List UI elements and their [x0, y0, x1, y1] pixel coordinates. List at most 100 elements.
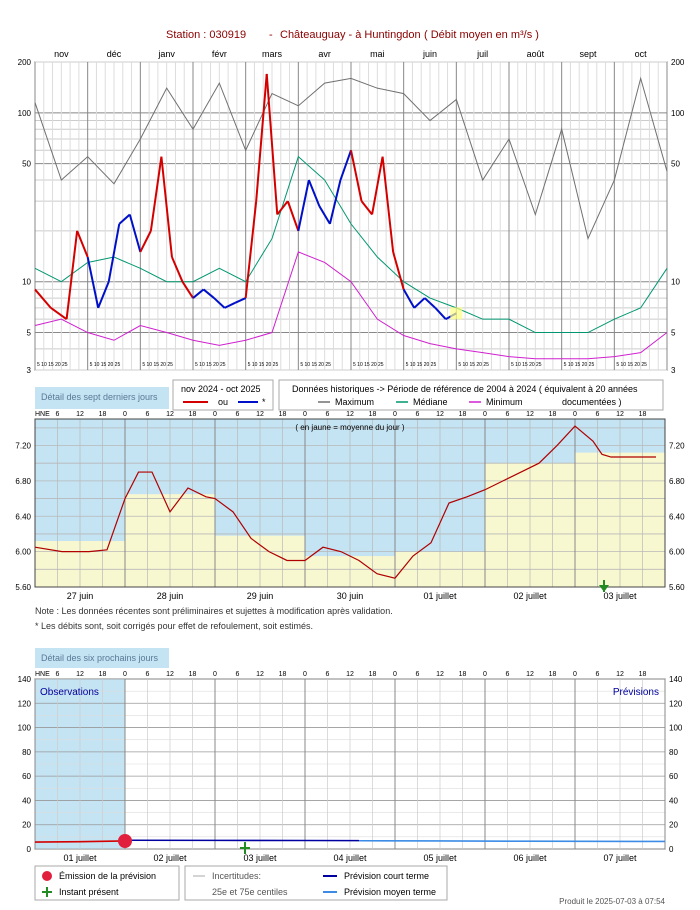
forecast-hour-tick: 12	[346, 671, 354, 678]
week-hour-tick: 18	[369, 411, 377, 418]
forecast-legend-box-2	[184, 865, 448, 901]
forecast-day-label: 03 juillet	[243, 853, 277, 863]
forecast-hour-tick: 6	[326, 671, 330, 678]
annual-month-label: mars	[262, 49, 282, 59]
week-day-label: 27 juin	[67, 591, 94, 601]
week-hour-tick: 6	[506, 411, 510, 418]
annual-week-highlight	[450, 307, 463, 320]
forecast-hour-tick: 6	[236, 671, 240, 678]
forecast-hour-tick: 18	[189, 671, 197, 678]
week-note-top: ( en jaune = moyenne du jour )	[295, 423, 405, 432]
forecast-hour-tick: 6	[416, 671, 420, 678]
legend-or: ou	[218, 397, 228, 407]
present-marker	[599, 580, 609, 592]
forecast-y-ticks-left: 140 120 100 80 60 40 20 0	[18, 675, 32, 854]
forecast-legend-box-1	[34, 865, 180, 901]
week-day-label: 29 juin	[247, 591, 274, 601]
forecast-series	[34, 839, 666, 843]
forecast-day-label: 06 juillet	[513, 853, 547, 863]
week-hour-tick: 0	[483, 411, 487, 418]
week-hour-tick: 12	[166, 411, 174, 418]
week-hour-tick: 6	[146, 411, 150, 418]
current-year-legend-box	[172, 379, 274, 411]
forecast-hne: HNE	[35, 671, 50, 678]
week-hour-tick: 12	[76, 411, 84, 418]
produced-timestamp: Produit le 2025-07-03 à 07:54	[559, 897, 665, 906]
week-hour-tick: 6	[56, 411, 60, 418]
forecast-hour-tick: 12	[76, 671, 84, 678]
annual-day-tick-label: 5 10 15 20 25	[142, 362, 173, 368]
annual-legend: Détail des sept derniers jours nov 2024 …	[35, 379, 664, 411]
annual-current-segment	[171, 256, 184, 283]
annual-y-ticks-right: 200 100 50 10 5 3	[671, 58, 685, 375]
emission-swatch	[42, 871, 52, 881]
legend-present: Instant présent	[59, 887, 119, 897]
forecast-day-label: 05 juillet	[423, 853, 457, 863]
week-day-label: 30 juin	[337, 591, 364, 601]
legend-medium-term: Prévision moyen terme	[344, 887, 436, 897]
annual-month-label: oct	[635, 49, 648, 59]
week-hour-tick: 18	[549, 411, 557, 418]
annual-y-tick-label: 10	[671, 278, 680, 287]
forecast-hour-tick: 18	[549, 671, 557, 678]
annual-day-tick-label: 5 10 15 20 25	[616, 362, 647, 368]
legend-minimum: Minimum	[486, 397, 523, 407]
annual-current-segment	[413, 297, 426, 309]
forecast-y-tick-label: 0	[669, 845, 674, 854]
title-separator: -	[269, 29, 273, 41]
week-hour-tick: 0	[123, 411, 127, 418]
forecast-y-tick-label: 40	[669, 796, 678, 805]
emission-marker	[118, 834, 132, 848]
annual-current-segment	[192, 288, 205, 299]
annual-y-tick-label: 50	[671, 160, 680, 169]
annual-current-segment	[424, 297, 436, 309]
forecast-y-tick-label: 20	[669, 821, 678, 830]
annual-current-segment	[371, 156, 384, 215]
forecast-hour-tick: 6	[506, 671, 510, 678]
annual-series	[34, 73, 668, 360]
annual-day-tick-label: 5 10 15 20 25	[353, 362, 384, 368]
forecast-legend: Émission de la prévision Instant présent…	[34, 865, 448, 901]
forecast-hour-tick: 12	[436, 671, 444, 678]
week-day-label: 03 juillet	[603, 591, 637, 601]
forecast-hour-tick: 12	[166, 671, 174, 678]
forecast-y-tick-label: 140	[18, 675, 32, 684]
figure-title: Station : 030919 - Châteauguay - à Hunti…	[166, 29, 539, 41]
annual-y-tick-label: 10	[22, 278, 31, 287]
station-id: Station : 030919	[166, 29, 246, 41]
week-frame	[34, 418, 666, 588]
annual-day-tick-label: 5 10 15 20 25	[458, 362, 489, 368]
annual-current-segment	[181, 281, 194, 299]
legend-uncertainty: Incertitudes:	[212, 871, 261, 881]
forecast-day-label: 04 juillet	[333, 853, 367, 863]
week-hour-tick: 12	[436, 411, 444, 418]
week-y-ticks-right: 7.20 6.80 6.40 6.00 5.60	[669, 442, 685, 592]
annual-y-tick-label: 200	[18, 58, 32, 67]
annual-current-segment	[234, 297, 247, 304]
annual-current-segment	[297, 179, 310, 232]
annual-current-segment	[392, 251, 405, 290]
annual-current-segment	[328, 179, 342, 225]
week-y-tick-label: 7.20	[669, 442, 685, 451]
week-y-tick-label: 6.40	[15, 512, 31, 521]
week-y-tick-label: 5.60	[15, 583, 31, 592]
forecast-day-labels: 01 juillet 02 juillet 03 juillet 04 juillet…	[63, 853, 637, 863]
week-hour-tick: 18	[639, 411, 647, 418]
forecast-hour-tick: 0	[573, 671, 577, 678]
current-period: nov 2024 - oct 2025	[181, 384, 261, 394]
note-corrected: * Les débits sont, soit corrigés pour ef…	[35, 621, 313, 631]
forecast-y-tick-label: 20	[22, 821, 31, 830]
annual-month-label: déc	[107, 49, 122, 59]
week-day-label: 02 juillet	[513, 591, 547, 601]
week-y-tick-label: 5.60	[669, 583, 685, 592]
annual-current-segment	[265, 73, 279, 215]
forecast-y-tick-label: 60	[669, 772, 678, 781]
annual-month-label: nov	[54, 49, 69, 59]
river-name: Châteauguay - à Huntingdon	[280, 29, 421, 41]
legend-emission: Émission de la prévision	[59, 871, 156, 881]
week-hour-tick: 18	[189, 411, 197, 418]
annual-current-segment	[34, 288, 52, 309]
annual-series-maximum	[34, 76, 668, 241]
week-hour-tick: 6	[416, 411, 420, 418]
annual-current-segment	[107, 223, 121, 282]
